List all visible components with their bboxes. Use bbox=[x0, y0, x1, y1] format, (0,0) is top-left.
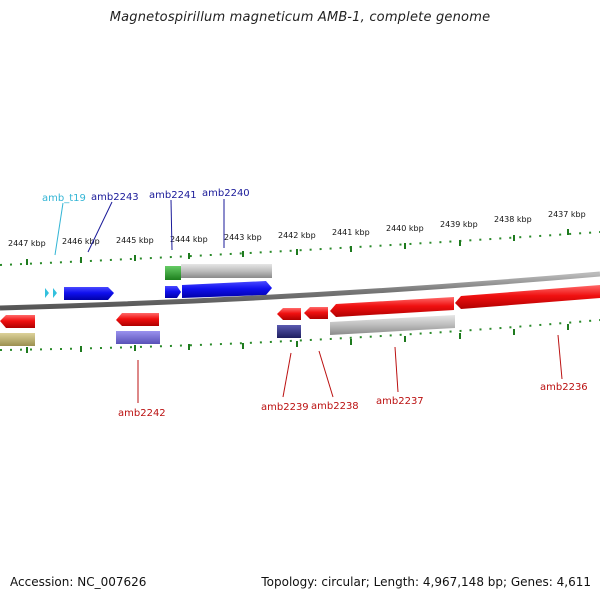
gene-labels: amb_t19 amb2243 amb2241 amb2240 amb2242 … bbox=[42, 188, 588, 419]
genome-backbone bbox=[0, 271, 600, 311]
inner-tick-track bbox=[0, 319, 600, 351]
genome-summary-text: Topology: circular; Length: 4,967,148 bp… bbox=[261, 575, 591, 589]
accession-text: Accession: NC_007626 bbox=[10, 575, 147, 589]
scale-label: 2446 kbp bbox=[62, 237, 100, 246]
gene-amb2240 bbox=[182, 281, 272, 298]
scale-label: 2439 kbp bbox=[440, 220, 478, 229]
cog-bar-gray-reverse bbox=[330, 315, 455, 335]
cog-bar-gray-forward bbox=[181, 264, 272, 278]
leader-amb2241 bbox=[170, 199, 173, 251]
label-amb2242: amb2242 bbox=[118, 408, 166, 419]
leader-amb2239 bbox=[282, 352, 292, 398]
label-amb2243: amb2243 bbox=[91, 192, 139, 203]
scale-label: 2437 kbp bbox=[548, 210, 586, 219]
trna-amb-t19-arrow bbox=[53, 288, 57, 298]
cog-bar-green bbox=[165, 266, 181, 280]
scale-label: 2442 kbp bbox=[278, 231, 316, 240]
scale-labels: 2447 kbp 2446 kbp 2445 kbp 2444 kbp 2443… bbox=[8, 210, 586, 248]
scale-label: 2441 kbp bbox=[332, 228, 370, 237]
page-title: Magnetospirillum magneticum AMB-1, compl… bbox=[109, 10, 491, 25]
label-amb2238: amb2238 bbox=[311, 401, 359, 412]
gene-amb2243 bbox=[64, 287, 114, 300]
gene-amb2236 bbox=[455, 285, 600, 309]
label-amb2237: amb2237 bbox=[376, 396, 424, 407]
gene-amb2241 bbox=[165, 286, 181, 298]
scale-label: 2444 kbp bbox=[170, 235, 208, 244]
trna-amb-t19-arrow bbox=[45, 288, 49, 298]
leader-amb2236 bbox=[557, 334, 563, 380]
outer-major-ticks bbox=[26, 229, 569, 265]
leader-amb-t19 bbox=[54, 202, 64, 256]
label-amb2239: amb2239 bbox=[261, 402, 309, 413]
gene-amb2237 bbox=[330, 297, 454, 317]
leader-lines bbox=[54, 199, 563, 403]
leader-amb2238 bbox=[318, 350, 334, 398]
gene-reverse-left bbox=[0, 315, 35, 328]
label-amb2236: amb2236 bbox=[540, 382, 588, 393]
gene-amb2239 bbox=[277, 308, 301, 320]
cog-bar-navy bbox=[277, 325, 301, 338]
cog-bar-purple bbox=[116, 331, 160, 344]
leader-amb2243 bbox=[87, 201, 113, 253]
scale-label: 2447 kbp bbox=[8, 239, 46, 248]
leader-amb2237 bbox=[394, 346, 399, 393]
scale-label: 2440 kbp bbox=[386, 224, 424, 233]
gene-amb2242 bbox=[116, 313, 159, 326]
inner-major-ticks bbox=[26, 324, 569, 353]
gene-amb2238 bbox=[304, 307, 328, 319]
scale-label: 2443 kbp bbox=[224, 233, 262, 242]
scale-label: 2445 kbp bbox=[116, 236, 154, 245]
label-amb-t19: amb_t19 bbox=[42, 193, 86, 204]
outer-tick-track bbox=[0, 231, 600, 266]
label-amb2240: amb2240 bbox=[202, 188, 250, 199]
scale-label: 2438 kbp bbox=[494, 215, 532, 224]
cog-bar-olive bbox=[0, 333, 35, 346]
label-amb2241: amb2241 bbox=[149, 190, 197, 201]
